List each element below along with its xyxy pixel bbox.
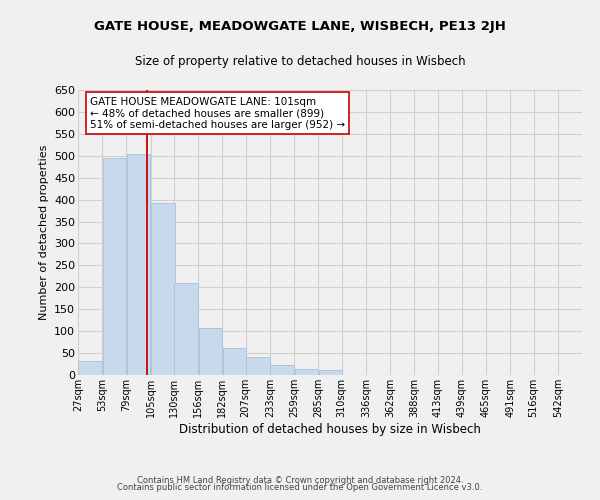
Bar	[79, 360, 102, 375]
Bar	[103, 158, 126, 375]
Y-axis label: Number of detached properties: Number of detached properties	[38, 145, 49, 320]
Bar	[175, 283, 198, 375]
Bar	[319, 370, 342, 375]
Text: Contains HM Land Registry data © Crown copyright and database right 2024.: Contains HM Land Registry data © Crown c…	[137, 476, 463, 485]
Bar	[246, 358, 269, 375]
Bar	[295, 369, 318, 375]
Bar	[199, 328, 222, 375]
Text: GATE HOUSE, MEADOWGATE LANE, WISBECH, PE13 2JH: GATE HOUSE, MEADOWGATE LANE, WISBECH, PE…	[94, 20, 506, 33]
Bar	[127, 154, 150, 375]
Text: Size of property relative to detached houses in Wisbech: Size of property relative to detached ho…	[134, 55, 466, 68]
Text: Contains public sector information licensed under the Open Government Licence v3: Contains public sector information licen…	[118, 484, 482, 492]
Text: GATE HOUSE MEADOWGATE LANE: 101sqm
← 48% of detached houses are smaller (899)
51: GATE HOUSE MEADOWGATE LANE: 101sqm ← 48%…	[90, 96, 345, 130]
Bar	[270, 366, 294, 375]
Bar	[151, 202, 175, 375]
X-axis label: Distribution of detached houses by size in Wisbech: Distribution of detached houses by size …	[179, 422, 481, 436]
Bar	[223, 348, 246, 375]
